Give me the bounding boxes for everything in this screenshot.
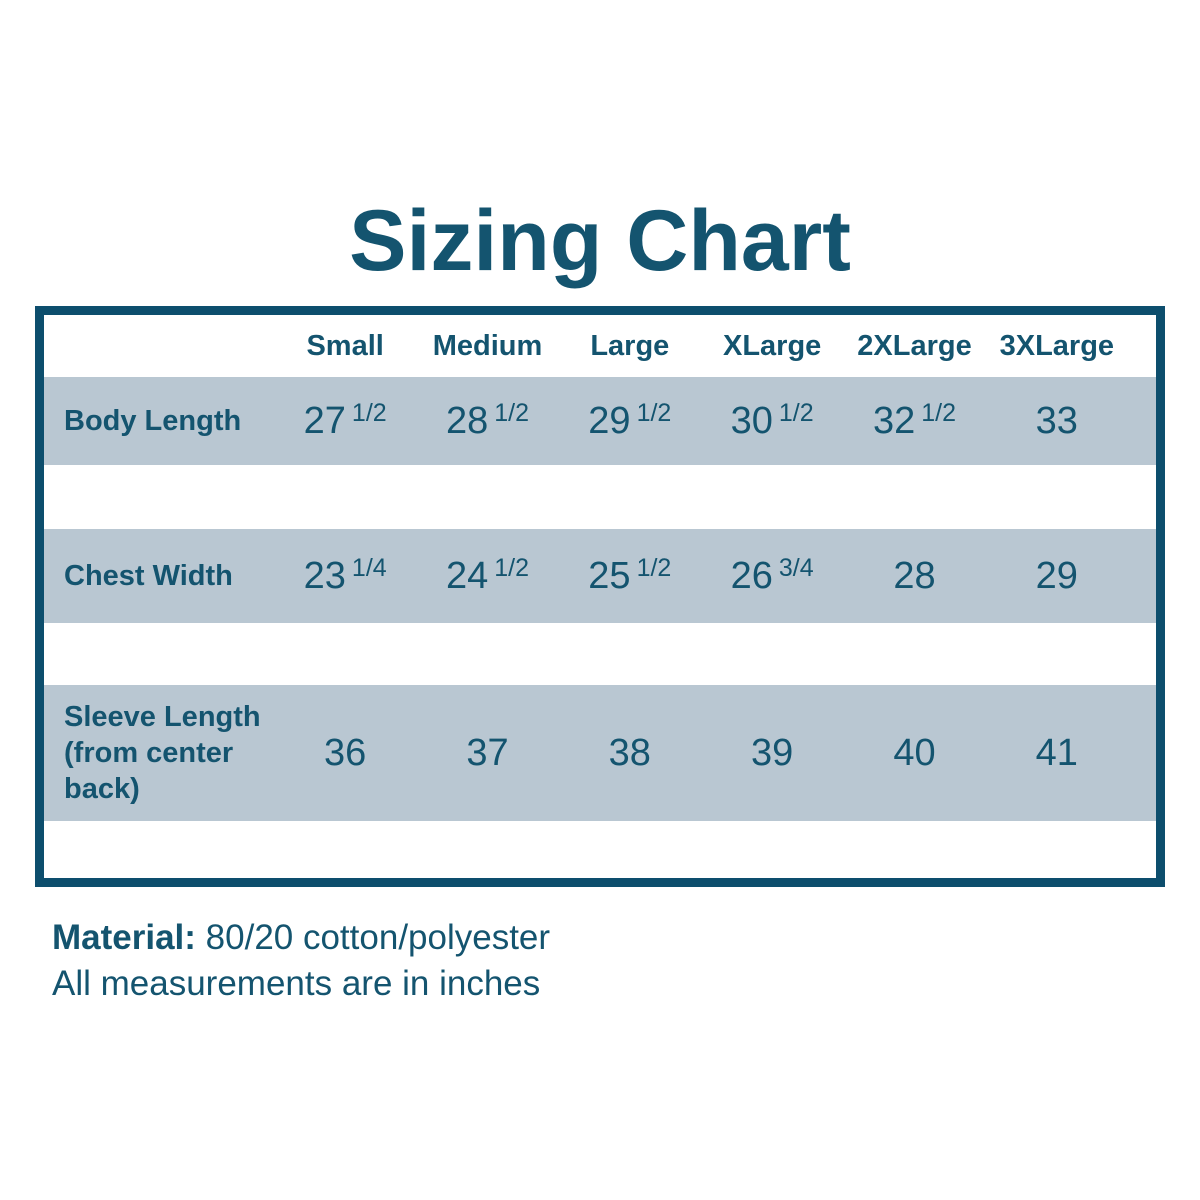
row-spacer — [44, 623, 1156, 685]
size-value: 40 — [843, 732, 985, 775]
value-whole: 40 — [893, 731, 936, 774]
value-whole: 23 — [303, 554, 346, 597]
size-value: 30 1/2 — [701, 398, 843, 443]
column-header-small: Small — [306, 329, 384, 362]
size-value: 29 — [986, 555, 1128, 598]
size-value: 29 1/2 — [559, 398, 701, 443]
row-label-sleeve-length: Sleeve Length (from center back) — [64, 700, 261, 806]
column-header-medium: Medium — [432, 329, 543, 362]
size-value: 25 1/2 — [559, 553, 701, 598]
column-header-2xlarge: 2XLarge — [857, 329, 972, 362]
sizing-table: Small Medium Large XLarge 2XLarge 3XLarg… — [35, 306, 1165, 887]
size-value: 39 — [701, 732, 843, 775]
table-row-chest-width: Chest Width 23 1/4 24 1/2 25 1/2 26 3/4 28 29 — [44, 529, 1156, 623]
size-value: 28 — [843, 555, 985, 598]
value-whole: 41 — [1035, 731, 1078, 774]
size-value: 38 — [559, 732, 701, 775]
table-header-row: Small Medium Large XLarge 2XLarge 3XLarg… — [44, 315, 1156, 377]
size-value: 37 — [416, 732, 558, 775]
material-value: 80/20 cotton/polyester — [195, 918, 551, 957]
size-value: 33 — [986, 400, 1128, 443]
table-row-sleeve-length: Sleeve Length (from center back) 36 37 38 39… — [44, 685, 1156, 821]
value-fraction: 1/2 — [636, 398, 672, 427]
material-line: Material: 80/20 cotton/polyester — [52, 915, 1200, 961]
table-row-body-length: Body Length 27 1/2 28 1/2 29 1/2 30 1/2 32 1/2 33 — [44, 377, 1156, 465]
value-whole: 28 — [445, 399, 489, 442]
value-fraction: 1/2 — [778, 398, 814, 427]
value-fraction: 1/2 — [351, 398, 387, 427]
column-header-xlarge: XLarge — [722, 329, 822, 362]
size-value: 26 3/4 — [701, 553, 843, 598]
value-whole: 26 — [730, 554, 773, 597]
value-fraction: 1/2 — [636, 553, 672, 582]
value-whole: 29 — [588, 399, 631, 442]
value-whole: 28 — [893, 554, 936, 597]
value-whole: 33 — [1035, 399, 1078, 442]
size-value: 24 1/2 — [416, 553, 558, 598]
value-whole: 24 — [445, 554, 489, 597]
value-fraction: 1/2 — [494, 553, 530, 582]
value-whole: 38 — [608, 731, 651, 774]
row-spacer — [44, 465, 1156, 529]
row-label-body-length: Body Length — [64, 404, 242, 437]
material-label: Material: — [52, 918, 196, 957]
value-whole: 30 — [730, 399, 773, 442]
value-fraction: 3/4 — [778, 553, 814, 582]
size-value: 28 1/2 — [416, 398, 558, 443]
value-whole: 32 — [872, 399, 916, 442]
size-value: 36 — [274, 732, 416, 775]
column-header-large: Large — [590, 329, 670, 362]
value-fraction: 1/4 — [351, 553, 387, 582]
table-body: Body Length 27 1/2 28 1/2 29 1/2 30 1/2 32 1/2 33 Ch… — [44, 377, 1156, 821]
value-fraction: 1/2 — [494, 398, 530, 427]
row-label-chest-width: Chest Width — [64, 559, 233, 592]
column-header-3xlarge: 3XLarge — [999, 329, 1115, 362]
value-whole: 39 — [751, 731, 794, 774]
size-value: 23 1/4 — [274, 553, 416, 598]
size-value: 27 1/2 — [274, 398, 416, 443]
footer-notes: Material: 80/20 cotton/polyester All mea… — [52, 915, 1200, 1007]
value-whole: 25 — [588, 554, 631, 597]
value-whole: 37 — [466, 731, 509, 774]
value-whole: 27 — [303, 399, 346, 442]
value-whole: 29 — [1035, 554, 1078, 597]
measurement-note: All measurements are in inches — [52, 963, 541, 1003]
value-fraction: 1/2 — [921, 398, 957, 427]
page-title: Sizing Chart — [349, 193, 851, 289]
size-value: 32 1/2 — [843, 398, 985, 443]
value-whole: 36 — [324, 731, 367, 774]
size-value: 41 — [986, 732, 1128, 775]
